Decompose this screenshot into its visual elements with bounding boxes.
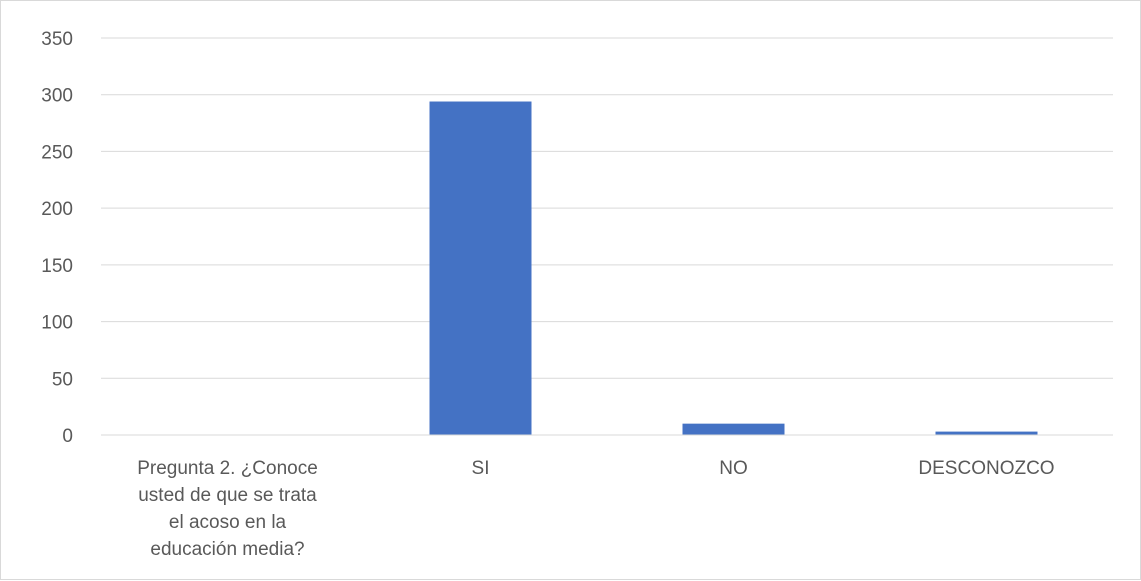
x-category-label-line: educación media?: [150, 539, 304, 560]
y-tick-label: 150: [41, 256, 73, 277]
x-axis-category-labels: Pregunta 2. ¿Conoce usted de que se trata…: [137, 458, 1054, 560]
x-category-label-line: Pregunta 2. ¿Conoce: [137, 458, 318, 479]
x-category-label-line: NO: [719, 458, 748, 479]
x-category-label-line: el acoso en la: [169, 512, 287, 533]
y-tick-label: 50: [52, 369, 73, 390]
x-category-label-line: SI: [472, 458, 490, 479]
x-category-label: Pregunta 2. ¿Conoce usted de que se trata…: [137, 458, 318, 560]
bar-2: [682, 423, 785, 435]
bar-1: [429, 101, 532, 436]
x-category-label-line: usted de que se trata: [138, 485, 317, 506]
y-tick-label: 200: [41, 199, 73, 220]
bar-3: [935, 431, 1038, 435]
y-axis-tick-labels: 0 50 100 150 200 250 300 350: [41, 29, 73, 447]
x-category-label: NO: [719, 458, 748, 479]
y-tick-label: 100: [41, 313, 73, 334]
y-tick-label: 250: [41, 142, 73, 163]
x-category-label-line: DESCONOZCO: [918, 458, 1054, 479]
x-category-label: SI: [472, 458, 490, 479]
gridlines: [101, 37, 1113, 379]
y-tick-label: 300: [41, 86, 73, 107]
y-tick-label: 350: [41, 29, 73, 50]
bars: [429, 101, 1038, 436]
y-tick-label: 0: [62, 426, 73, 447]
x-category-label: DESCONOZCO: [918, 458, 1054, 479]
